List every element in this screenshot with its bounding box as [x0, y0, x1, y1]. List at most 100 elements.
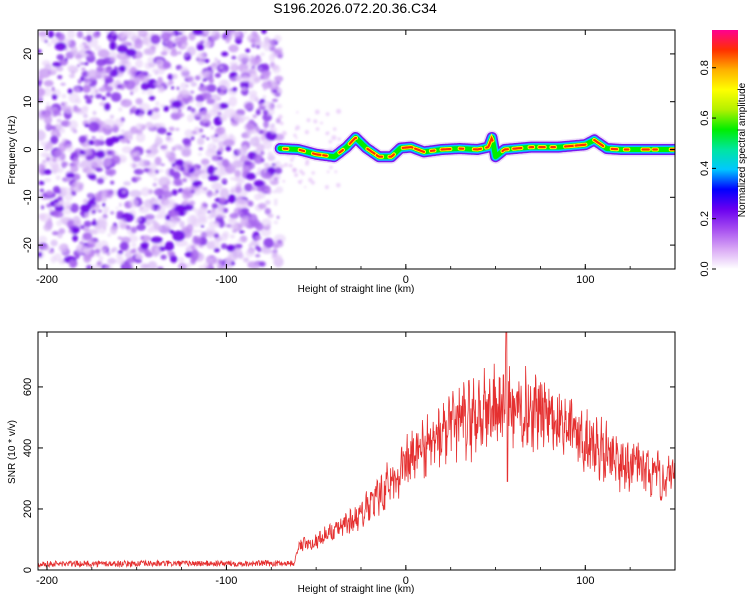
noise-blob	[202, 30, 211, 35]
noise-blob	[172, 230, 185, 242]
noise-blob	[92, 264, 98, 269]
noise-blob	[121, 262, 133, 269]
noise-blob	[228, 253, 233, 257]
x-tick-label: 0	[403, 274, 409, 286]
track-peak	[348, 136, 358, 145]
noise-blob	[147, 261, 158, 269]
noise-blob	[264, 208, 271, 215]
noise-blob	[59, 217, 68, 223]
noise-blob	[267, 223, 271, 228]
noise-blob	[245, 48, 251, 53]
noise-blob	[91, 220, 97, 226]
noise-blob	[275, 186, 284, 194]
noise-blob	[119, 218, 127, 230]
noise-blob	[150, 34, 161, 45]
noise-blob	[273, 198, 278, 203]
noise-blob	[175, 127, 180, 131]
noise-blob	[50, 66, 58, 74]
noise-blob	[314, 109, 320, 115]
noise-blob	[175, 159, 184, 166]
noise-blob	[132, 156, 142, 162]
noise-blob	[299, 181, 302, 185]
track-peak	[564, 144, 576, 148]
noise-blob	[325, 131, 329, 136]
noise-blob	[192, 30, 204, 36]
noise-blob	[153, 177, 159, 182]
noise-blob	[164, 149, 171, 157]
noise-blob	[105, 67, 112, 74]
noise-blob	[79, 241, 84, 245]
noise-blob	[87, 69, 100, 81]
noise-blob	[38, 241, 43, 245]
noise-blob	[144, 123, 155, 129]
noise-blob	[137, 161, 143, 166]
noise-blob	[95, 150, 106, 159]
noise-blob	[205, 255, 217, 265]
noise-blob	[49, 125, 55, 130]
y-tick-label: 10	[22, 96, 34, 108]
noise-blob	[110, 92, 122, 102]
noise-blob	[198, 128, 204, 133]
noise-blob	[107, 257, 117, 265]
noise-blob	[82, 246, 92, 255]
noise-blob	[264, 172, 271, 177]
noise-blob	[136, 223, 146, 231]
noise-blob	[190, 214, 198, 224]
noise-blob	[217, 156, 223, 161]
noise-blob	[263, 120, 269, 129]
noise-blob	[248, 213, 258, 226]
noise-blob	[201, 109, 208, 117]
noise-blob	[328, 140, 333, 144]
noise-blob	[45, 101, 50, 105]
noise-blob	[77, 58, 82, 64]
noise-blob	[80, 62, 85, 65]
noise-blob	[241, 86, 247, 91]
noise-blob	[274, 160, 282, 169]
noise-blob	[84, 212, 90, 219]
noise-blob	[207, 174, 220, 182]
noise-blob	[109, 69, 119, 77]
noise-blob	[40, 152, 49, 158]
noise-blob	[245, 249, 255, 258]
noise-blob	[50, 135, 59, 145]
noise-blob	[236, 148, 248, 156]
noise-blob	[83, 252, 92, 264]
noise-blob	[152, 142, 159, 148]
noise-blob	[184, 129, 193, 138]
noise-blob	[217, 147, 225, 153]
noise-blob	[240, 82, 244, 85]
noise-blob	[296, 111, 299, 114]
noise-blob	[104, 102, 111, 111]
noise-blob	[129, 162, 135, 168]
noise-blob	[210, 30, 221, 41]
noise-blob	[232, 229, 238, 233]
track-peak	[414, 147, 426, 153]
noise-blob	[95, 253, 101, 257]
noise-blob	[79, 52, 84, 56]
track-peak	[311, 152, 324, 157]
noise-blob	[105, 30, 109, 35]
noise-blob	[219, 116, 228, 122]
noise-blob	[97, 49, 110, 58]
noise-blob	[177, 38, 188, 50]
noise-blob	[95, 203, 101, 208]
noise-blob	[51, 94, 58, 100]
noise-blob	[144, 214, 155, 220]
noise-blob	[219, 188, 230, 200]
spectrogram-y-ticks: 20 10 0 -10 -20	[22, 48, 675, 253]
noise-blob	[271, 249, 278, 258]
noise-blob	[235, 186, 242, 193]
noise-blob	[275, 257, 281, 263]
noise-blob	[101, 96, 106, 101]
noise-blob	[131, 242, 137, 248]
noise-blob	[155, 101, 160, 106]
noise-blob	[272, 98, 278, 102]
noise-blob	[295, 136, 298, 139]
noise-blob	[50, 239, 58, 247]
noise-blob	[63, 101, 68, 106]
noise-blob	[43, 144, 49, 152]
noise-blob	[120, 99, 133, 108]
noise-blob	[223, 139, 235, 147]
noise-blob	[279, 121, 284, 126]
noise-blob	[105, 189, 114, 199]
